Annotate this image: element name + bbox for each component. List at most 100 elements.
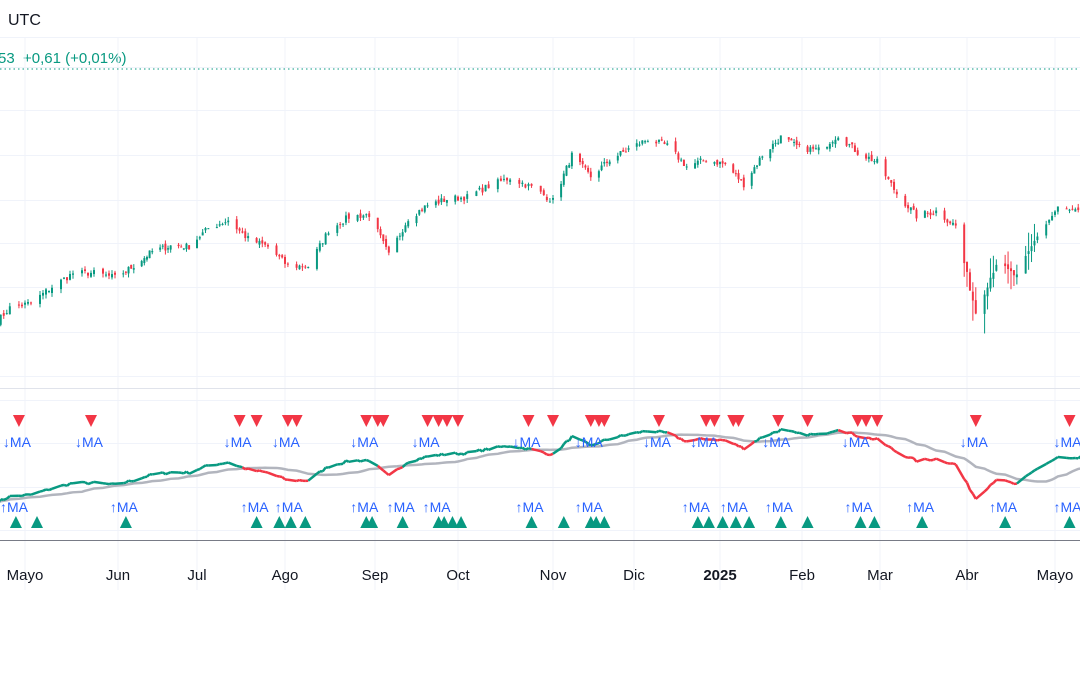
candle [809,145,812,155]
sell-signal-triangle[interactable] [290,415,303,427]
buy-signal-triangle[interactable] [438,516,451,528]
indicator-line-segment [930,458,934,462]
candle [989,258,992,292]
sell-signal-triangle[interactable] [732,415,745,427]
sell-signal-triangle[interactable] [440,415,453,427]
buy-signal-triangle[interactable] [854,516,867,528]
sell-signal-triangle[interactable] [377,415,390,427]
indicator-line-segment [694,437,699,442]
sell-signal-triangle[interactable] [851,415,864,427]
buy-signal-label: ↑MA [0,499,29,515]
buy-signal-triangle[interactable] [557,516,570,528]
candle [39,291,41,308]
indicator-line-segment [1024,473,1030,478]
indicator-line-segment [740,445,745,451]
buy-signal-triangle[interactable] [590,516,603,528]
buy-signal-triangle[interactable] [774,516,787,528]
candle [238,227,241,234]
buy-signal-triangle[interactable] [446,516,459,528]
sell-signal-triangle[interactable] [700,415,713,427]
sell-signal-triangle[interactable] [708,415,721,427]
candle [680,157,683,162]
buy-signal-triangle[interactable] [525,516,538,528]
candle [552,194,554,204]
candle [1074,207,1077,212]
buy-signal-triangle[interactable] [743,516,756,528]
candle [562,170,565,187]
indicator-line-segment [360,459,364,463]
sell-signal-triangle[interactable] [12,415,25,427]
sell-signal-triangle[interactable] [421,415,434,427]
buy-signal-triangle[interactable] [273,516,286,528]
sell-signal-triangle[interactable] [432,415,445,427]
sell-signal-triangle[interactable] [871,415,884,427]
buy-signal-triangle[interactable] [868,516,881,528]
buy-signal-label: ↑MA [516,499,545,515]
sell-signal-triangle[interactable] [1063,415,1076,427]
buy-signal-triangle[interactable] [999,516,1012,528]
sell-signal-triangle[interactable] [860,415,873,427]
buy-signal-triangle[interactable] [455,516,468,528]
candle [887,176,890,180]
sell-signal-triangle[interactable] [652,415,665,427]
candle [702,159,705,162]
candle [235,216,238,234]
indicator-line-segment [968,489,974,495]
candle [814,144,817,150]
timezone-label[interactable]: UTC [8,12,41,29]
candle [986,282,989,310]
candle [27,299,29,306]
buy-signal-triangle[interactable] [299,516,312,528]
indicator-line-segment [674,434,680,440]
buy-signal-triangle[interactable] [366,516,379,528]
indicator-line-segment [463,451,468,456]
buy-signal-triangle[interactable] [284,516,297,528]
sell-signal-triangle[interactable] [522,415,535,427]
grid [0,37,1080,590]
buy-signal-triangle[interactable] [801,516,814,528]
buy-signal-triangle[interactable] [598,516,611,528]
sell-signal-triangle[interactable] [598,415,611,427]
indicator-line-segment [162,471,167,476]
sell-signal-triangle[interactable] [801,415,814,427]
time-axis-label: Jun [106,567,130,584]
sell-signal-triangle[interactable] [584,415,597,427]
time-axis[interactable]: Mayo Jun Jul Ago Sep Oct Nov Dic 2025 Feb Mar Abr Ma… [7,567,1074,584]
buy-signal-triangle[interactable] [702,516,715,528]
last-price: 53 [0,50,15,67]
indicator-line-segment [239,465,243,469]
sell-signal-triangle[interactable] [233,415,246,427]
buy-signal-triangle[interactable] [9,516,22,528]
buy-signal-triangle[interactable] [729,516,742,528]
buy-signal-triangle[interactable] [119,516,132,528]
sell-signal-triangle[interactable] [85,415,97,427]
indicator-line-segment [382,469,387,474]
indicator-line-segment [963,478,968,484]
sell-signal-triangle[interactable] [250,415,263,427]
indicator-line-segment [680,437,685,443]
buy-signal-triangle[interactable] [1063,516,1076,528]
candle [140,259,143,268]
sell-signal-triangle[interactable] [452,415,464,427]
indicator-line-segment [256,469,260,473]
indicator-line-segment [435,453,440,458]
buy-signal-triangle[interactable] [691,516,704,528]
sell-signal-triangle[interactable] [281,415,294,427]
sell-signal-triangle[interactable] [547,415,559,427]
sell-signal-triangle[interactable] [772,415,785,427]
sell-signal-triangle[interactable] [360,415,373,427]
indicator-line-segment [837,428,848,435]
indicator-line-segment [497,445,502,449]
buy-signal-triangle[interactable] [916,516,929,528]
buy-signal-triangle[interactable] [716,516,729,528]
buy-signal-triangle[interactable] [396,516,409,528]
buy-signal-triangle[interactable] [31,516,43,528]
candle [284,254,286,268]
indicator-line-segment [549,452,554,457]
indicator-line-segment [202,464,207,469]
buy-signal-triangle[interactable] [250,516,263,528]
indicator-line-segment [846,431,850,435]
sell-signal-triangle[interactable] [969,415,982,427]
candle [787,137,790,143]
